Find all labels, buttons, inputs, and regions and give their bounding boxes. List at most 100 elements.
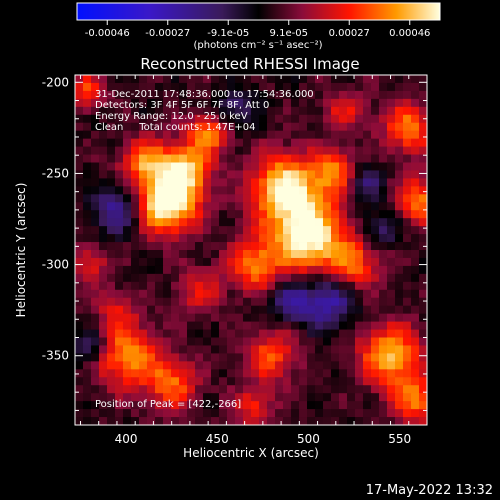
heatmap-cell — [99, 345, 108, 354]
heatmap-cell — [211, 138, 220, 147]
heatmap-cell — [91, 385, 100, 394]
heatmap-cell — [139, 281, 148, 291]
heatmap-cell — [275, 393, 284, 402]
heatmap-cell — [211, 146, 220, 155]
heatmap-cell — [331, 186, 340, 195]
heatmap-cell — [235, 106, 244, 116]
heatmap-cell — [419, 289, 428, 299]
heatmap-cell — [371, 98, 380, 108]
heatmap-cell — [347, 337, 356, 346]
heatmap-cell — [155, 194, 164, 203]
heatmap-cell — [347, 130, 356, 140]
heatmap-cell — [147, 122, 156, 132]
heatmap-cell — [179, 218, 188, 227]
heatmap-cell — [259, 345, 268, 354]
heatmap-cell — [379, 154, 388, 163]
y-tick-label: -200 — [42, 75, 69, 89]
colorbar-tick-label: 0.00027 — [329, 28, 370, 39]
heatmap-cell — [275, 281, 284, 291]
heatmap-cell — [347, 170, 356, 179]
heatmap-cell — [403, 75, 412, 84]
heatmap-cell — [419, 130, 428, 140]
heatmap-cell — [307, 154, 316, 163]
heatmap-cell — [219, 98, 228, 108]
heatmap-cell — [75, 377, 84, 386]
heatmap-cell — [227, 361, 236, 370]
heatmap-cell — [403, 90, 412, 100]
heatmap-cell — [387, 321, 396, 330]
heatmap-cell — [115, 162, 124, 171]
heatmap-cell — [355, 297, 364, 307]
heatmap-cell — [187, 257, 196, 267]
heatmap-cell — [371, 313, 380, 322]
heatmap-cell — [227, 385, 236, 394]
heatmap-cell — [139, 377, 148, 386]
heatmap-cell — [347, 122, 356, 132]
heatmap-cell — [355, 345, 364, 354]
heatmap-cell — [227, 242, 236, 251]
heatmap-cell — [195, 321, 204, 330]
heatmap-cell — [107, 218, 116, 227]
heatmap-cell — [131, 257, 140, 267]
heatmap-cell — [147, 361, 156, 370]
heatmap-cell — [347, 297, 356, 307]
heatmap-cell — [171, 417, 180, 426]
heatmap-cell — [75, 146, 84, 155]
heatmap-cell — [203, 401, 212, 410]
heatmap-cell — [371, 250, 380, 259]
heatmap-cell — [275, 289, 284, 299]
heatmap-cell — [419, 281, 428, 291]
heatmap-cell — [315, 90, 324, 100]
heatmap-cell — [339, 170, 348, 179]
heatmap-cell — [83, 250, 92, 259]
heatmap-cell — [203, 242, 212, 251]
heatmap-cell — [259, 250, 268, 259]
heatmap-cell — [99, 337, 108, 346]
heatmap-cell — [131, 154, 140, 163]
heatmap-cell — [251, 377, 260, 386]
heatmap-cell — [219, 297, 228, 307]
heatmap-cell — [259, 154, 268, 163]
heatmap-cell — [115, 361, 124, 370]
heatmap-cell — [339, 265, 348, 275]
heatmap-cell — [219, 202, 228, 211]
heatmap-cell — [75, 202, 84, 211]
heatmap-cell — [379, 122, 388, 132]
heatmap-cell — [179, 289, 188, 299]
heatmap-cell — [99, 194, 108, 203]
heatmap-cell — [339, 210, 348, 219]
heatmap-cell — [99, 313, 108, 322]
heatmap-cell — [235, 130, 244, 140]
heatmap-cell — [315, 337, 324, 346]
heatmap-cell — [339, 178, 348, 187]
heatmap-cell — [267, 122, 276, 132]
heatmap-cell — [187, 75, 196, 84]
heatmap-cell — [99, 250, 108, 259]
heatmap-cell — [339, 226, 348, 235]
heatmap-cell — [251, 321, 260, 330]
heatmap-cell — [227, 90, 236, 100]
heatmap-cell — [123, 210, 132, 219]
heatmap-cell — [195, 281, 204, 291]
heatmap-cell — [187, 154, 196, 163]
heatmap-cell — [155, 178, 164, 187]
heatmap-cell — [187, 273, 196, 283]
heatmap-cell — [139, 417, 148, 426]
heatmap-cell — [251, 257, 260, 267]
heatmap-cell — [163, 321, 172, 330]
heatmap-cell — [267, 369, 276, 378]
heatmap-cell — [371, 194, 380, 203]
heatmap-cell — [315, 178, 324, 187]
heatmap-cell — [251, 154, 260, 163]
heatmap-cell — [283, 409, 292, 418]
heatmap-cell — [163, 417, 172, 426]
heatmap-cell — [315, 409, 324, 418]
heatmap-cell — [155, 106, 164, 116]
heatmap-cell — [155, 130, 164, 140]
heatmap-cell — [115, 337, 124, 346]
heatmap-cell — [411, 186, 420, 195]
heatmap-cell — [315, 194, 324, 203]
heatmap-cell — [83, 393, 92, 402]
heatmap-cell — [291, 345, 300, 354]
heatmap-cell — [203, 234, 212, 243]
